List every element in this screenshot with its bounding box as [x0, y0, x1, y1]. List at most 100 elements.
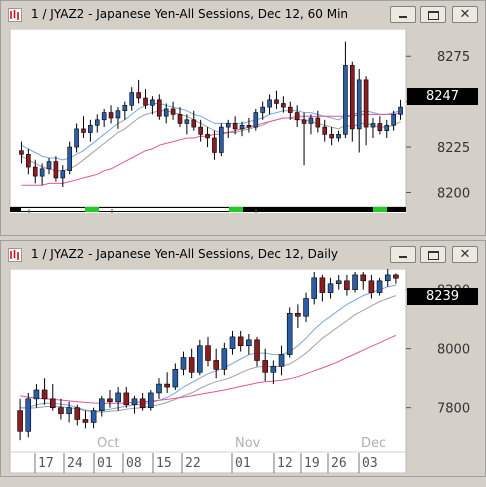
- x-day-label: 03: [362, 456, 378, 471]
- candle-body: [180, 357, 187, 370]
- candle-body: [191, 119, 197, 128]
- candle-body: [278, 354, 285, 367]
- moving-average-line-1: [20, 295, 397, 413]
- candle-body: [108, 112, 114, 119]
- candle-body: [301, 119, 307, 124]
- candle-body: [88, 124, 93, 133]
- minimize-button[interactable]: [390, 6, 416, 23]
- candle-body: [163, 108, 169, 117]
- candle-body: [123, 392, 130, 406]
- candle-body: [19, 150, 24, 155]
- chart-window-icon: [8, 8, 22, 22]
- candle-body: [212, 137, 217, 153]
- chart-window-icon: [8, 248, 22, 262]
- candle-body: [81, 128, 86, 133]
- candle-body: [177, 114, 183, 124]
- moving-average-line-1: [21, 110, 401, 172]
- candle-body: [156, 383, 162, 394]
- x-day-label: 24: [67, 456, 83, 471]
- candle-body: [368, 280, 375, 293]
- maximize-button[interactable]: [420, 246, 446, 263]
- moving-average-line-2: [20, 334, 397, 404]
- price-chart-daily[interactable]: 820080007800OctNovDec1724010815220112192…: [7, 269, 481, 473]
- candle-body: [115, 110, 121, 119]
- candle-body: [311, 277, 318, 299]
- candle-body: [143, 97, 148, 106]
- candle-body: [315, 117, 321, 128]
- session-marker: [373, 207, 387, 212]
- candle-body: [213, 360, 219, 370]
- candle-body: [74, 128, 79, 148]
- candle-body: [352, 274, 358, 290]
- session-gap: [21, 208, 85, 211]
- maximize-button[interactable]: [420, 6, 446, 23]
- candle-body: [205, 345, 211, 361]
- candle-body: [221, 348, 228, 370]
- candle-body: [66, 407, 72, 414]
- current-price-label: 8239: [407, 288, 478, 305]
- candle-body: [49, 398, 56, 408]
- session-gap: [99, 208, 229, 211]
- candle-body: [232, 123, 238, 130]
- candle-body: [157, 99, 162, 117]
- session-marker: [229, 207, 243, 212]
- x-day-label: 19: [304, 456, 320, 471]
- candle-body: [94, 119, 100, 126]
- candle-body: [398, 106, 403, 115]
- title-bar[interactable]: 1 / JYAZ2 - Japanese Yen-All Sessions, D…: [1, 1, 485, 29]
- plot-area: [9, 269, 407, 473]
- candle-body: [170, 108, 176, 115]
- candle-body: [197, 345, 203, 373]
- close-button[interactable]: ✕: [452, 246, 478, 263]
- candle-body: [384, 274, 391, 282]
- moving-average-line-2: [21, 112, 401, 186]
- candle-body: [363, 79, 369, 128]
- candle-body: [287, 106, 293, 113]
- candle-body: [58, 407, 64, 414]
- session-marker: [85, 207, 99, 212]
- y-tick-label: 8200: [437, 186, 470, 201]
- candle-body: [308, 117, 314, 124]
- x-month-label: Nov: [235, 436, 261, 451]
- candle-body: [393, 274, 399, 279]
- candle-body: [74, 407, 81, 420]
- chart-window-60min: 1 / JYAZ2 - Japanese Yen-All Sessions, D…: [0, 0, 486, 236]
- candle-body: [327, 283, 334, 293]
- candle-body: [336, 134, 341, 139]
- y-tick-label: 8000: [437, 343, 470, 358]
- candle-body: [260, 106, 265, 113]
- candle-body: [274, 99, 279, 104]
- minimize-button[interactable]: [390, 246, 416, 263]
- chart-window-daily: 1 / JYAZ2 - Japanese Yen-All Sessions, D…: [0, 240, 486, 477]
- candle-body: [229, 336, 236, 349]
- candle-body: [98, 398, 105, 411]
- candle-body: [67, 146, 72, 171]
- maximize-icon: [428, 251, 439, 260]
- candle-body: [384, 124, 390, 132]
- y-tick-label: 8275: [437, 50, 470, 65]
- x-day-label: 12: [277, 456, 293, 471]
- candle-body: [164, 383, 170, 388]
- candle-body: [136, 92, 141, 99]
- candle-body: [82, 419, 89, 423]
- candle-body: [377, 123, 383, 132]
- candle-body: [253, 112, 259, 128]
- candle-body: [391, 114, 396, 126]
- candle-body: [172, 369, 179, 388]
- close-icon: ✕: [459, 247, 471, 262]
- x-day-label: 17: [38, 456, 54, 471]
- candle-body: [33, 389, 40, 400]
- plot-area: [9, 29, 407, 208]
- close-button[interactable]: ✕: [452, 6, 478, 23]
- candle-body: [376, 280, 383, 293]
- x-day-label: 22: [185, 456, 201, 471]
- candle-body: [32, 166, 38, 177]
- candle-body: [39, 168, 45, 177]
- minimize-icon: [399, 16, 407, 18]
- candle-body: [150, 99, 155, 106]
- price-chart-60min[interactable]: 82758225820020:006-08:007-08:00: [7, 29, 481, 213]
- window-title: 1 / JYAZ2 - Japanese Yen-All Sessions, D…: [31, 247, 339, 261]
- candle-body: [131, 398, 138, 406]
- title-bar[interactable]: 1 / JYAZ2 - Japanese Yen-All Sessions, D…: [1, 241, 485, 269]
- candle-body: [294, 112, 300, 121]
